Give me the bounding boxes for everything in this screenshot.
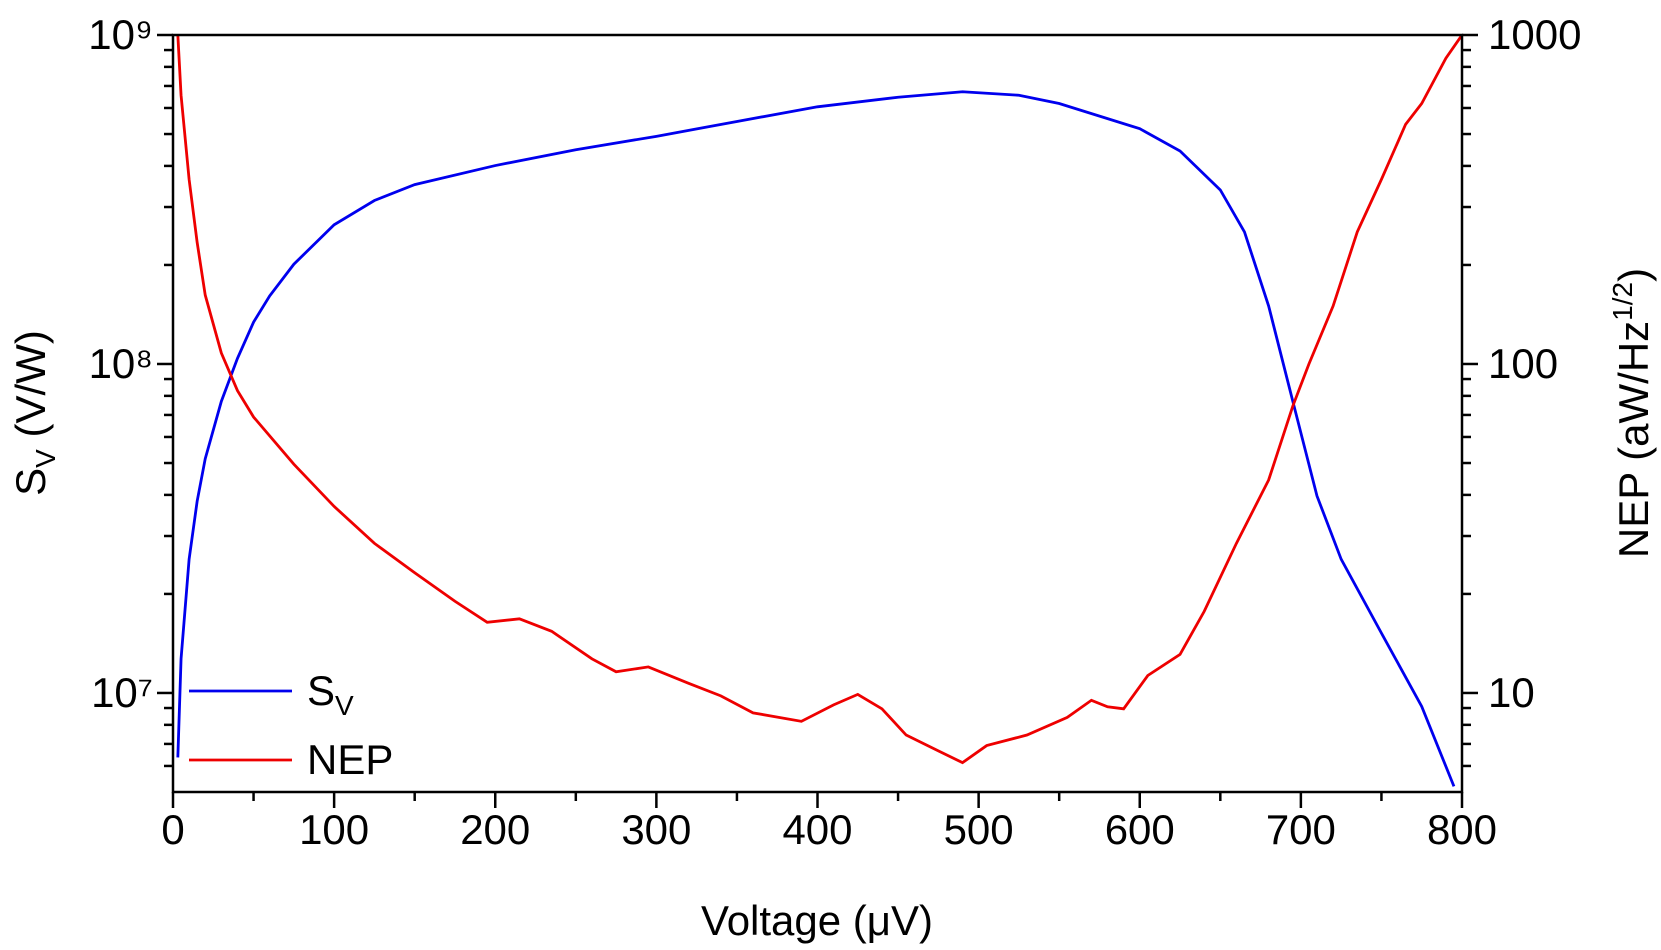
x-tick-label: 400 [782,806,852,853]
y2-tick-label: 100 [1488,340,1558,387]
x-tick-label: 800 [1427,806,1497,853]
x-tick-label: 300 [621,806,691,853]
y-label-main: S [7,468,54,496]
y2-label-rest: ) [1610,268,1657,282]
x-tick-label: 0 [161,806,184,853]
x-tick-label: 500 [944,806,1014,853]
y2-label-main: NEP (aW/Hz [1610,321,1657,558]
y-label-rest: (V/W) [7,330,54,449]
data-line [176,90,1456,787]
legend-label-part: V [335,690,354,721]
x-tick-label: 200 [460,806,530,853]
x-axis-label: Voltage (μV) [701,897,933,944]
legend-label: SV [307,667,354,721]
y2-tick-label: 1000 [1488,11,1581,58]
legend-label-part: NEP [307,736,393,783]
y2-axis-label: NEP (aW/Hz1/2) [1607,268,1657,558]
x-tick-label: 600 [1105,806,1175,853]
y-tick-label: 10⁸ [89,340,153,387]
y-tick-label: 10⁹ [88,11,153,58]
x-tick-label: 100 [299,806,369,853]
x-tick-label: 700 [1266,806,1336,853]
y-axis-label: SV (V/W) [7,330,61,496]
y2-label-sup: 1/2 [1607,282,1638,321]
y2-tick-label: 10 [1488,669,1535,716]
y-label-sub: V [30,449,61,468]
plot-frame [171,33,1464,794]
y-tick-label: 10⁷ [91,669,153,716]
legend-label-part: S [307,667,335,714]
legend-label: NEP [307,736,393,783]
data-line [176,35,1462,765]
